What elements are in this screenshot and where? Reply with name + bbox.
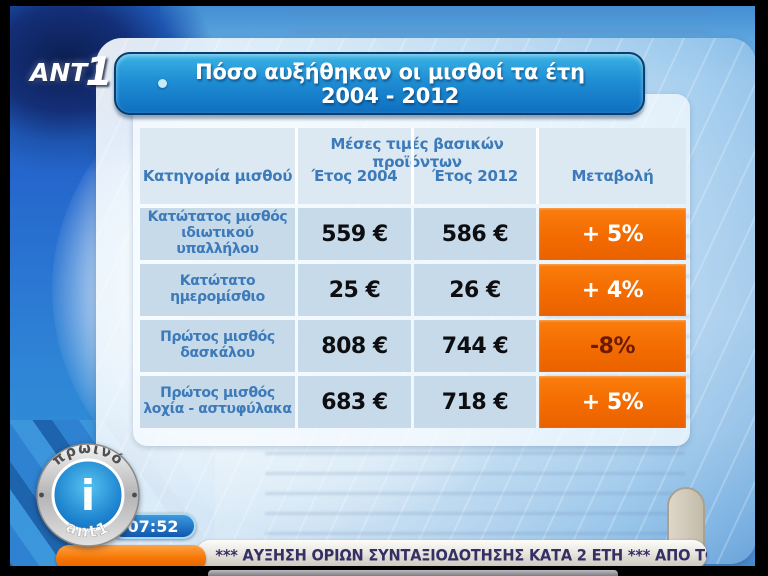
header-year-2012: Έτος 2012 [432,167,518,185]
category-line: ιδιωτικού υπαλλήλου [176,225,259,257]
column-divider [411,128,414,204]
channel-logo: ANT1 [30,46,112,95]
salary-table: Μέσες τιμές βασικών προϊόντων Κατηγορία … [140,128,686,428]
faint-text-decoration [265,452,685,538]
value-2012: 586 € [414,208,536,260]
category-line: Πρώτος μισθός [160,385,275,402]
table-row-category: Πρώτος μισθός δασκάλου [140,320,295,372]
channel-logo-text: ANT [30,58,88,87]
table-row-category: Κατώτατο ημερομίσθιο [140,264,295,316]
table-row-category: Πρώτος μισθός λοχία - αστυφύλακα [140,376,295,428]
category-line: λοχία - αστυφύλακα [143,401,292,417]
table-header: Μέσες τιμές βασικών προϊόντων Κατηγορία … [140,128,686,204]
show-badge: i πρωινό ant1 [36,441,140,547]
value-2004: 559 € [298,208,411,260]
change-badge: + 5% [539,208,686,260]
faint-text-decoration [290,10,710,36]
table-row-category: Κατώτατος μισθός ιδιωτικού υπαλλήλου [140,208,295,260]
header-category: Κατηγορία μισθού [142,167,293,185]
news-ticker: *** ΑΥΞΗΣΗ ΟΡΙΩΝ ΣΥΝΤΑΞΙΟΔΟΤΗΣΗΣ ΚΑΤΑ 2 … [196,540,707,569]
category-line: ημερομίσθιο [170,289,265,305]
category-line: δασκάλου [180,345,255,361]
column-divider [536,128,539,204]
screw-icon [39,492,44,498]
left-black-bar [0,0,10,576]
value-2012: 744 € [414,320,536,372]
value-2004: 808 € [298,320,411,372]
category-line: Πρώτος μισθός [160,329,275,346]
category-line: Κατώτατο [179,273,256,290]
header-change: Μεταβολή [571,167,654,185]
bottom-gray-bar [208,570,618,576]
value-2004: 683 € [298,376,411,428]
news-ticker-text: *** ΑΥΞΗΣΗ ΟΡΙΩΝ ΣΥΝΤΑΞΙΟΔΟΤΗΣΗΣ ΚΑΤΑ 2 … [215,544,707,565]
value-2004: 25 € [298,264,411,316]
column-group-header: Μέσες τιμές βασικών προϊόντων [330,135,504,171]
headline-banner: Πόσο αυξήθηκαν οι μισθοί τα έτη 2004 - 2… [114,52,645,115]
change-badge: + 4% [539,264,686,316]
screw-icon [132,492,137,498]
info-icon: i [81,471,95,520]
column-divider [295,128,298,204]
value-2012: 718 € [414,376,536,428]
value-2012: 26 € [414,264,536,316]
right-black-bar [755,0,768,576]
badge-inner-circle [51,458,125,532]
channel-logo-one: 1 [85,50,113,95]
category-line: Κατώτατος μισθός [147,209,288,226]
top-black-bar [0,0,768,6]
bullet-icon [158,79,167,88]
change-badge: -8% [539,320,686,372]
header-year-2004: Έτος 2004 [311,167,398,185]
change-badge: + 5% [539,376,686,428]
headline-text: Πόσο αυξήθηκαν οι μισθοί τα έτη 2004 - 2… [195,59,585,108]
